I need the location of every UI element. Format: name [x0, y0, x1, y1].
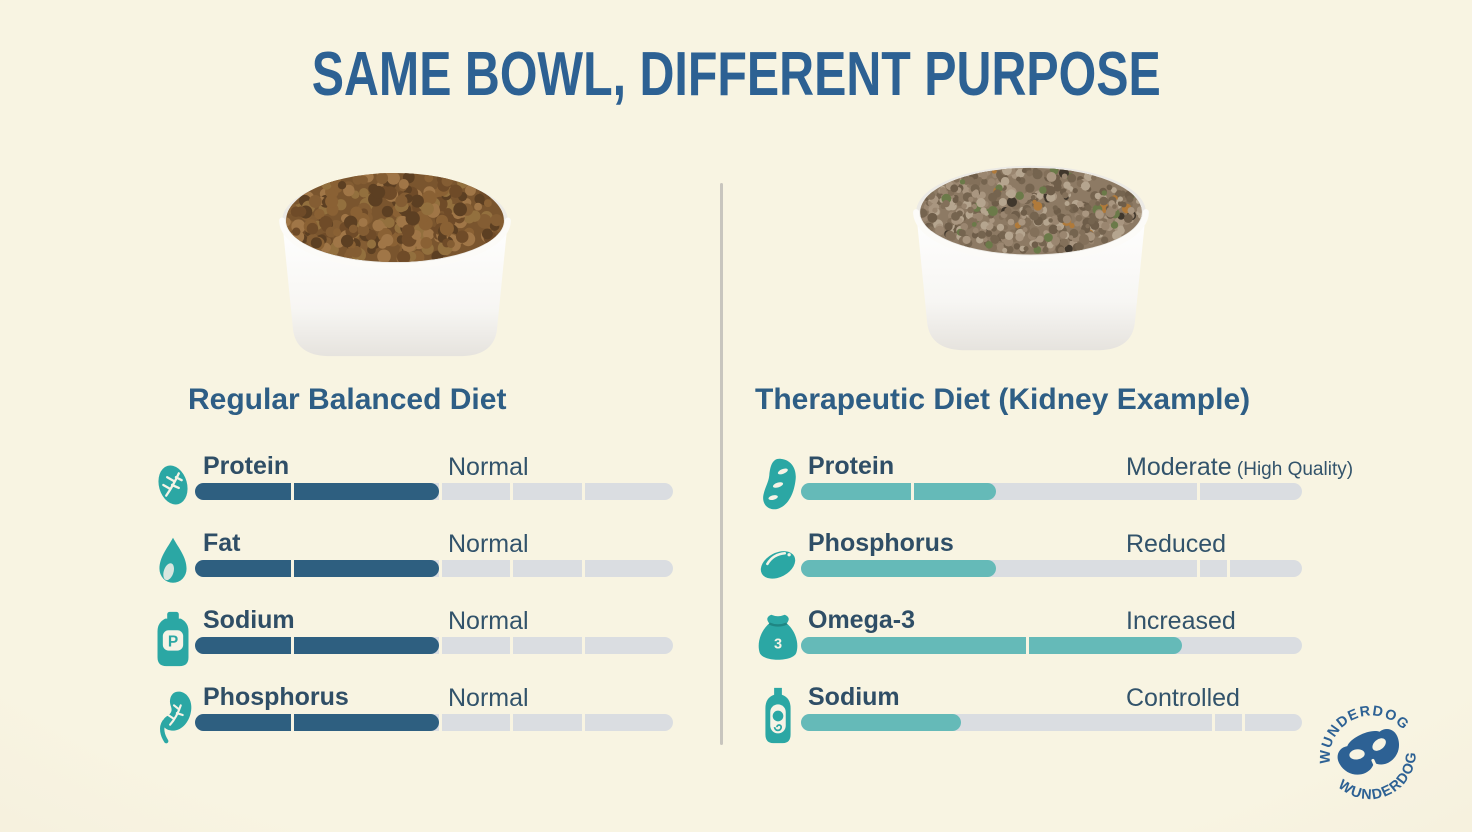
nutrient-row-fat: Fat Normal: [150, 525, 673, 602]
level-bar-fill: [195, 560, 439, 577]
sodium-bottle-icon: P: [150, 609, 196, 669]
nutrient-label: Protein: [808, 452, 895, 480]
protein-leaf-icon: [150, 455, 196, 515]
bar-segment-gap: [582, 482, 586, 501]
nutrient-label: Fat: [203, 529, 241, 557]
bar-segment-gap: [1026, 636, 1030, 655]
level-bar: [801, 636, 1302, 655]
level-bar: [195, 482, 673, 501]
level-bar: [195, 636, 673, 655]
bar-segment-gap: [1211, 713, 1215, 732]
nutrient-label: Omega-3: [808, 606, 915, 634]
therapeutic-diet-column: Therapeutic Diet (Kidney Example) Protei…: [755, 0, 1353, 832]
bar-segment-gap: [290, 636, 294, 655]
column-divider: [720, 183, 723, 745]
nutrient-value: Increased: [1126, 607, 1236, 635]
level-bar-fill: [801, 560, 997, 577]
nutrient-value: Normal: [448, 530, 529, 558]
bar-segment-gap: [582, 636, 586, 655]
bar-segment-gap: [438, 636, 442, 655]
nutrient-row-phosphorus: Phosphorus Reduced: [755, 525, 1303, 602]
kibble-bowl-image: [266, 165, 524, 368]
nutrient-value: Normal: [448, 453, 529, 481]
title-wrap: SAME BOWL, DIFFERENT PURPOSE: [0, 44, 1472, 106]
nutrient-value: Normal: [448, 684, 529, 712]
level-bar-fill: [801, 483, 997, 500]
level-bar: [801, 713, 1302, 732]
nutrient-row-protein: Protein Moderate (High Quality): [755, 448, 1353, 525]
nutrient-row-omega-3: 3 Omega-3 Increased: [755, 602, 1303, 679]
wet-food-bowl-image: [900, 155, 1162, 363]
level-bar-fill: [801, 637, 1182, 654]
bar-segment-gap: [438, 559, 442, 578]
phosphorus-kidney-icon: [150, 686, 196, 746]
level-bar-fill: [195, 483, 439, 500]
fat-droplet-icon: [150, 532, 196, 592]
svg-text:3: 3: [774, 637, 782, 653]
level-bar-fill: [195, 714, 439, 731]
column-heading: Therapeutic Diet (Kidney Example): [755, 383, 1251, 416]
level-bar-fill: [195, 637, 439, 654]
nutrient-row-phosphorus: Phosphorus Normal: [150, 679, 673, 756]
level-bar: [801, 559, 1302, 578]
nutrient-label: Phosphorus: [203, 683, 349, 711]
bar-segment-gap: [1226, 559, 1230, 578]
phosphorus-bean-icon: [755, 532, 801, 592]
bar-segment-gap: [438, 713, 442, 732]
bar-segment-gap: [510, 559, 514, 578]
nutrient-row-sodium: Sodium Controlled: [755, 679, 1303, 756]
sodium-bottle-swirl-icon: [755, 686, 801, 746]
bar-segment-gap: [510, 482, 514, 501]
nutrient-row-sodium: P Sodium Normal: [150, 602, 673, 679]
page-title: SAME BOWL, DIFFERENT PURPOSE: [311, 40, 1161, 109]
level-bar: [195, 559, 673, 578]
nutrient-value: Normal: [448, 607, 529, 635]
level-bar-fill: [801, 714, 962, 731]
nutrient-value: Controlled: [1126, 684, 1240, 712]
bar-segment-gap: [1196, 559, 1200, 578]
nutrient-value: Reduced: [1126, 530, 1227, 558]
bar-segment-gap: [290, 482, 294, 501]
nutrient-label: Sodium: [203, 606, 295, 634]
bar-segment-gap: [582, 713, 586, 732]
nutrient-label: Phosphorus: [808, 529, 954, 557]
bar-segment-gap: [290, 713, 294, 732]
nutrient-row-protein: Protein Normal: [150, 448, 673, 525]
column-heading: Regular Balanced Diet: [188, 383, 507, 416]
protein-bean-icon: [755, 455, 801, 515]
bar-segment-gap: [1241, 713, 1245, 732]
nutrient-label: Protein: [203, 452, 290, 480]
wunderdog-logo: WUNDERDOG WUNDERDOG: [1298, 683, 1443, 828]
nutrient-value: Moderate (High Quality): [1126, 453, 1354, 481]
bar-segment-gap: [438, 482, 442, 501]
svg-text:P: P: [168, 633, 178, 650]
bar-segment-gap: [510, 636, 514, 655]
regular-diet-column: Regular Balanced Diet Protein Normal Fat No…: [150, 0, 673, 832]
bar-segment-gap: [911, 482, 915, 501]
nutrient-label: Sodium: [808, 683, 900, 711]
level-bar: [801, 482, 1302, 501]
nutrient-value-note: (High Quality): [1231, 459, 1354, 480]
bar-segment-gap: [510, 713, 514, 732]
bar-segment-gap: [1196, 482, 1200, 501]
level-bar: [195, 713, 673, 732]
omega3-sack-icon: 3: [755, 609, 801, 669]
bar-segment-gap: [290, 559, 294, 578]
bar-segment-gap: [582, 559, 586, 578]
